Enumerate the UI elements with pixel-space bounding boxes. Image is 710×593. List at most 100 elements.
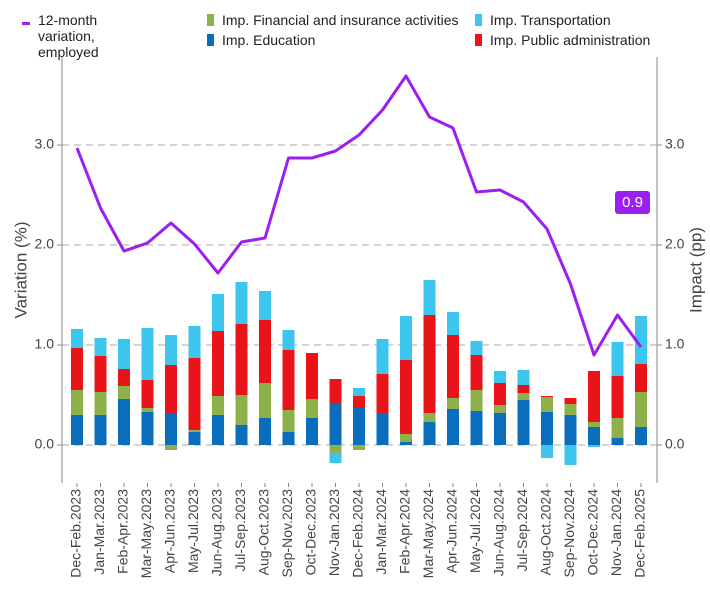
bar-segment xyxy=(470,390,483,411)
bar-segment xyxy=(94,392,107,415)
bar-segment xyxy=(376,413,389,445)
x-tick-label: Apr-Jun.2023 xyxy=(162,489,178,573)
bar-segment xyxy=(423,280,436,315)
bar-segment xyxy=(282,350,295,410)
bar-segment xyxy=(588,422,600,427)
bar-segment xyxy=(423,413,436,422)
x-tick-label: Dec-Feb.2023 xyxy=(68,489,84,578)
x-tick-label: Nov-Jan.2024 xyxy=(608,489,624,576)
y-tick-label: 1.0 xyxy=(35,336,55,352)
y-axis-title: Variation (%) xyxy=(11,222,30,319)
bar-segment xyxy=(400,360,412,434)
bar-segment xyxy=(517,370,530,385)
bar-segment xyxy=(635,364,647,392)
bar-segment xyxy=(94,338,107,356)
x-tick-label: Aug-Oct.2024 xyxy=(538,489,554,576)
legend-label: Imp. Financial and insurance activities xyxy=(222,12,459,28)
bar-segment xyxy=(329,379,342,404)
x-tick-label: Feb-Apr.2024 xyxy=(397,489,413,574)
bar-segment xyxy=(94,356,107,392)
bar-segment xyxy=(259,320,271,383)
x-tick-label: Jun-Aug.2023 xyxy=(209,489,225,576)
legend-label: Imp. Education xyxy=(222,32,316,48)
bar-segment xyxy=(423,315,436,413)
bar-segment xyxy=(118,399,130,445)
bar-segment xyxy=(306,353,318,399)
x-tick-label: Dec-Feb.2025 xyxy=(632,489,648,578)
bar-segment xyxy=(447,409,459,445)
bar-segment xyxy=(329,404,342,445)
bar-segment xyxy=(118,386,130,399)
bar-segment xyxy=(470,341,483,355)
bar-segment xyxy=(282,432,295,445)
y2-tick-label: 0.0 xyxy=(665,436,685,452)
legend-label: Imp. Public administration xyxy=(490,32,651,48)
bar-segment xyxy=(212,415,224,445)
bar-segment xyxy=(635,427,647,445)
bar-segment xyxy=(564,415,577,445)
bar-segment xyxy=(235,425,248,445)
bar-segment xyxy=(588,427,600,445)
bar-segment xyxy=(376,339,389,374)
bar-segment xyxy=(188,430,201,432)
x-tick-label: Mar-May.2023 xyxy=(138,489,154,578)
bar-segment xyxy=(541,412,553,445)
bar-segment xyxy=(259,418,271,445)
bar-segment xyxy=(353,396,365,408)
bar-segment xyxy=(306,399,318,418)
bar-segment xyxy=(329,445,342,453)
bar-segment xyxy=(494,371,506,383)
bar-segment xyxy=(71,348,83,390)
bar-segment xyxy=(494,405,506,413)
y-tick-label: 2.0 xyxy=(35,236,55,252)
bar-segment xyxy=(141,380,154,408)
bar-segment xyxy=(353,445,365,450)
bar-segment xyxy=(517,400,530,445)
bar-segment xyxy=(447,312,459,335)
bar-segment xyxy=(564,398,577,404)
bar-segment xyxy=(235,395,248,425)
legend-item: Imp. Public administration xyxy=(475,32,705,48)
legend-swatch xyxy=(22,22,30,25)
bar-segment xyxy=(259,383,271,418)
bar-segment xyxy=(564,404,577,415)
bar-segment xyxy=(329,453,342,463)
bar-segment xyxy=(165,413,177,445)
y2-tick-label: 3.0 xyxy=(665,136,685,152)
bar-segment xyxy=(494,413,506,445)
x-tick-label: Sep-Nov.2023 xyxy=(279,489,295,578)
bar-segment xyxy=(400,316,412,360)
y2-tick-label: 2.0 xyxy=(665,236,685,252)
bar-segment xyxy=(282,410,295,432)
bar-segment xyxy=(447,398,459,409)
x-tick-label: Aug-Oct.2023 xyxy=(256,489,272,576)
x-tick-label: Sep-Nov.2024 xyxy=(561,489,577,578)
x-tick-label: Jun-Aug.2024 xyxy=(491,489,507,576)
bar-segment xyxy=(71,415,83,445)
x-tick-label: Jan-Mar.2024 xyxy=(373,489,389,575)
line xyxy=(75,74,643,357)
bar-segment xyxy=(235,282,248,324)
bar-segment xyxy=(282,330,295,350)
bar-segment xyxy=(188,432,201,445)
legend-item: Imp. Education xyxy=(207,32,477,48)
bar-segment xyxy=(494,383,506,405)
bar-segment xyxy=(118,369,130,386)
bar-segment xyxy=(94,415,107,445)
bar-segment xyxy=(611,376,624,418)
bar-segment xyxy=(141,408,154,412)
x-tick-label: Dec-Feb.2024 xyxy=(350,489,366,578)
bar-segment xyxy=(423,422,436,445)
x-tick-label: Oct-Dec.2024 xyxy=(585,489,601,576)
bar-segment xyxy=(71,390,83,415)
legend-swatch xyxy=(207,34,214,46)
bar-segment xyxy=(588,445,600,447)
y2-tick-label: 1.0 xyxy=(665,336,685,352)
bar-segment xyxy=(141,412,154,445)
y-tick-label: 0.0 xyxy=(35,436,55,452)
legend-item: Imp. Financial and insurance activities xyxy=(207,12,477,28)
bar-segment xyxy=(259,291,271,320)
x-tick-label: Oct-Dec.2023 xyxy=(303,489,319,576)
bar-segment xyxy=(541,397,553,412)
